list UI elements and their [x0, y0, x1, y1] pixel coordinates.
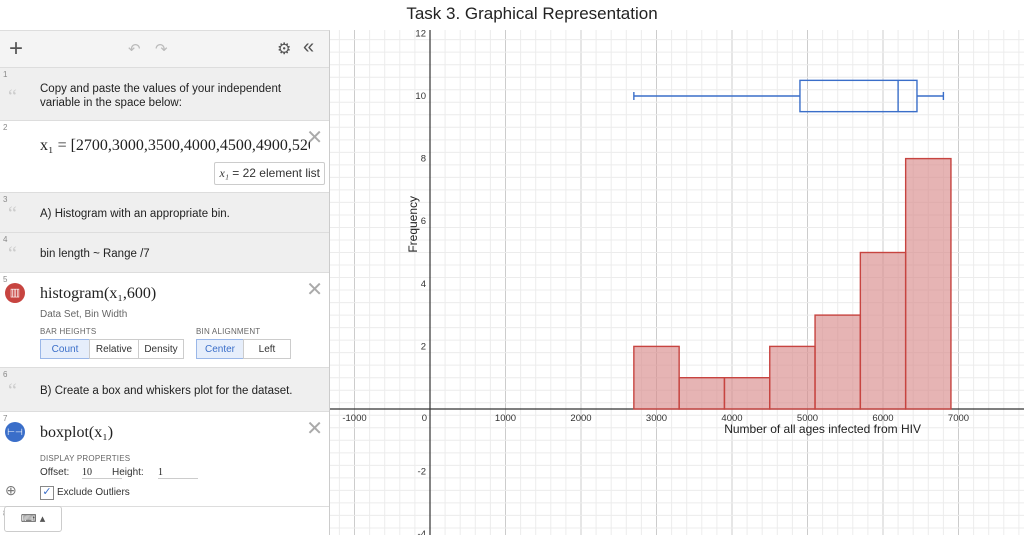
- x-tick-label: 5000: [797, 413, 818, 424]
- note-text-line1: Copy and paste the values of your indepe…: [40, 83, 282, 95]
- note-row-3[interactable]: 3 “ A) Histogram with an appropriate bin…: [0, 193, 329, 233]
- expression-row-8[interactable]: 8 ⌨ ▴: [0, 506, 329, 536]
- note-quote-icon: “: [8, 86, 17, 108]
- delete-expression-icon[interactable]: ✕: [306, 418, 323, 440]
- graph-title: Task 3. Graphical Representation: [406, 4, 658, 23]
- row-number: 7: [3, 414, 8, 423]
- expression-row-7[interactable]: 7 ⊢⊣ boxplot(x₁) ✕ DISPLAY PROPERTIES Of…: [0, 412, 329, 507]
- relative-option[interactable]: Relative: [89, 339, 139, 359]
- boxplot-color-icon[interactable]: ⊢⊣: [5, 422, 25, 442]
- y-tick-label: 10: [415, 91, 426, 102]
- count-option[interactable]: Count: [40, 339, 90, 359]
- density-option[interactable]: Density: [138, 339, 184, 359]
- chip-text: = 22 element list: [232, 166, 320, 180]
- y-tick-label: 2: [421, 341, 426, 352]
- x-tick-label: 7000: [948, 413, 969, 424]
- y-tick-label: 6: [421, 216, 426, 227]
- expression-toolbar: + ↶ ↷ ⚙ «: [0, 31, 329, 68]
- x-tick-label: -1000: [342, 413, 366, 424]
- y-axis-label: Frequency: [406, 196, 420, 253]
- histogram-bar: [678, 377, 726, 410]
- display-properties-label: DISPLAY PROPERTIES: [40, 454, 131, 463]
- note-quote-icon: “: [8, 380, 17, 402]
- grid-lines: [330, 30, 1024, 535]
- note-text: B) Create a box and whiskers plot for th…: [40, 385, 293, 397]
- height-label: Height:: [112, 467, 144, 478]
- collapse-panel-icon[interactable]: «: [303, 36, 315, 58]
- x-tick-label: 4000: [721, 413, 742, 424]
- offset-label: Offset:: [40, 467, 70, 478]
- y-tick-label: -4: [418, 529, 426, 535]
- offset-input[interactable]: 10: [82, 467, 122, 479]
- delete-expression-icon[interactable]: ✕: [306, 127, 323, 149]
- note-text: bin length ~ Range /7: [40, 248, 150, 260]
- expression-row-2[interactable]: 2 x₁ = [2700,3000,3500,4000,4500,4900,52…: [0, 121, 329, 193]
- row-number: 5: [3, 275, 8, 284]
- note-quote-icon: “: [8, 203, 17, 225]
- keyboard-toggle-button[interactable]: ⌨ ▴: [4, 506, 62, 532]
- histogram-bar: [769, 345, 816, 410]
- boxplot: [633, 79, 945, 113]
- note-quote-icon: “: [8, 243, 17, 265]
- add-item-button[interactable]: +: [9, 35, 24, 62]
- left-option[interactable]: Left: [243, 339, 291, 359]
- expression-row-5[interactable]: 5 ▥ histogram(x₁,600) ✕ Data Set, Bin Wi…: [0, 273, 329, 368]
- y-tick-label: 4: [421, 279, 426, 290]
- expression-panel: + ↶ ↷ ⚙ « 1 “ Copy and paste the values …: [0, 30, 330, 535]
- row-number: 4: [3, 235, 8, 244]
- histogram-bar: [859, 251, 907, 410]
- center-option[interactable]: Center: [196, 339, 244, 359]
- tick-labels: -1000 0 1000 2000 3000 4000 5000 6000 7000 12 10 8 6…: [342, 30, 969, 535]
- evaluation-chip: x₁ = 22 element list: [214, 162, 325, 185]
- note-text: A) Histogram with an appropriate bin.: [40, 208, 230, 220]
- row-number: 6: [3, 370, 8, 379]
- list-expression[interactable]: x₁ = [2700,3000,3500,4000,4500,4900,5200: [40, 137, 310, 154]
- delete-expression-icon[interactable]: ✕: [306, 279, 323, 301]
- graph-canvas[interactable]: -1000 0 1000 2000 3000 4000 5000 6000 7000 12 10 8 6…: [330, 30, 1024, 535]
- histogram-expression[interactable]: histogram(x₁,600): [40, 285, 157, 302]
- x-tick-label: 0: [422, 413, 427, 424]
- chip-variable: x₁: [219, 166, 229, 180]
- settings-gear-icon[interactable]: ⚙: [277, 41, 292, 58]
- redo-icon[interactable]: ↷: [155, 41, 168, 58]
- note-row-6[interactable]: 6 “ B) Create a box and whiskers plot fo…: [0, 368, 329, 412]
- histogram-bar: [904, 157, 952, 410]
- row-number: 1: [3, 70, 8, 79]
- exclude-outliers-label: Exclude Outliers: [57, 487, 130, 498]
- y-tick-label: 8: [421, 154, 426, 165]
- bar-heights-segment: Count Relative Density Center Left: [40, 339, 340, 359]
- histogram-bar: [723, 377, 771, 410]
- histogram-color-icon[interactable]: ▥: [5, 283, 25, 303]
- histogram-arguments-label: Data Set, Bin Width: [40, 309, 128, 320]
- histogram-bar: [814, 314, 862, 410]
- exclude-outliers-checkbox[interactable]: ✓: [40, 486, 54, 500]
- y-tick-label: -2: [418, 467, 426, 478]
- zoom-icon[interactable]: ⊕: [5, 482, 17, 498]
- x-axis-label: Number of all ages infected from HIV: [724, 422, 921, 436]
- histogram-bar: [633, 345, 680, 410]
- boxplot-box: [799, 79, 918, 113]
- note-text-line2: variable in the space below:: [40, 97, 182, 109]
- note-row-4[interactable]: 4 “ bin length ~ Range /7: [0, 233, 329, 273]
- y-tick-label: 12: [415, 30, 426, 39]
- bar-heights-label: BAR HEIGHTS: [40, 327, 97, 336]
- histogram-bars: [633, 157, 952, 410]
- height-input[interactable]: 1: [158, 467, 198, 479]
- x-tick-label: 1000: [495, 413, 516, 424]
- boxplot-expression[interactable]: boxplot(x₁): [40, 424, 114, 441]
- x-tick-label: 3000: [646, 413, 667, 424]
- row-number: 3: [3, 195, 8, 204]
- x-tick-label: 2000: [570, 413, 591, 424]
- note-row-1[interactable]: 1 “ Copy and paste the values of your in…: [0, 68, 329, 121]
- row-number: 2: [3, 123, 8, 132]
- x-tick-label: 6000: [872, 413, 893, 424]
- bin-alignment-label: BIN ALIGNMENT: [196, 327, 261, 336]
- undo-icon[interactable]: ↶: [128, 41, 141, 58]
